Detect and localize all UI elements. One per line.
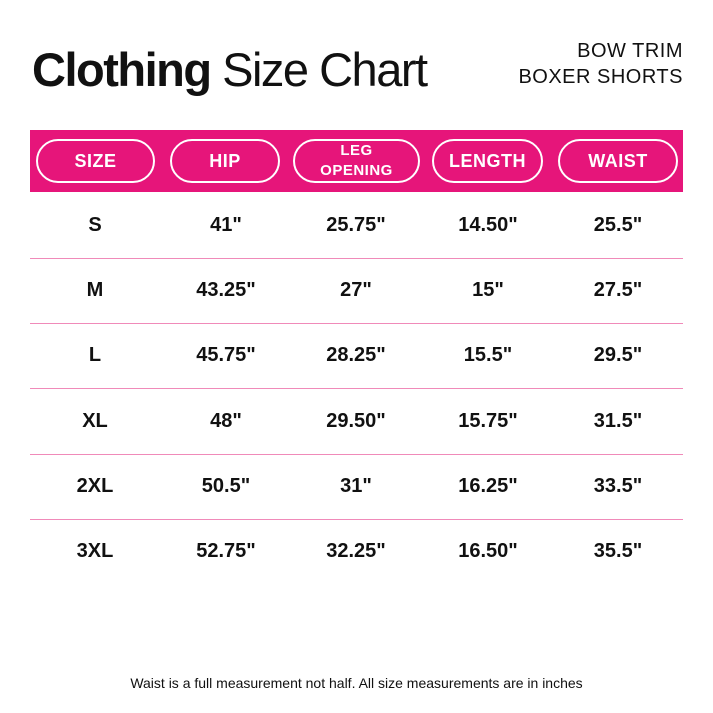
table-cell: XL [82, 410, 108, 432]
title: Clothing Size Chart [32, 40, 428, 100]
column-header: HIP [170, 139, 280, 183]
row-separator [30, 388, 683, 389]
table-cell: S [88, 214, 102, 236]
table-cell: 3XL [76, 540, 114, 562]
table-cell: 29.5" [593, 344, 643, 366]
table-cell: 25.75" [326, 214, 386, 236]
table-cell: 28.25" [326, 344, 386, 366]
table-cell: 41" [210, 214, 242, 236]
table-cell: 2XL [76, 475, 114, 497]
table-cell: L [88, 344, 102, 366]
column-header: LEG OPENING [293, 139, 420, 183]
column-header: SIZE [36, 139, 155, 183]
row-separator [30, 258, 683, 259]
table-cell: 27" [340, 279, 372, 301]
table-cell: 48" [210, 410, 242, 432]
table-cell: 16.25" [458, 475, 518, 497]
table-cell: 35.5" [593, 540, 643, 562]
row-separator [30, 519, 683, 520]
product-line: BOXER SHORTS [518, 66, 683, 88]
table-cell: 31.5" [593, 410, 643, 432]
table-cell: 43.25" [196, 279, 256, 301]
table-cell: 52.75" [196, 540, 256, 562]
column-header: LENGTH [432, 139, 543, 183]
table-cell: 32.25" [326, 540, 386, 562]
row-separator [30, 454, 683, 455]
table-cell: 16.50" [458, 540, 518, 562]
table-cell: 27.5" [593, 279, 643, 301]
footer-note: Waist is a full measurement not half. Al… [130, 675, 583, 691]
table-cell: 15" [472, 279, 504, 301]
column-header: WAIST [558, 139, 678, 183]
table-cell: 29.50" [326, 410, 386, 432]
table-cell: 33.5" [593, 475, 643, 497]
row-separator [30, 323, 683, 324]
table-cell: 15.75" [458, 410, 518, 432]
table-cell: 14.50" [458, 214, 518, 236]
table-cell: 15.5" [463, 344, 513, 366]
header-band: SIZE HIP LEG OPENING LENGTH WAIST [30, 130, 683, 192]
table-cell: 25.5" [593, 214, 643, 236]
table-cell: 50.5" [201, 475, 251, 497]
title-regular: Size Chart [222, 43, 428, 96]
product-line: BOW TRIM [577, 40, 683, 62]
title-bold: Clothing [32, 43, 212, 96]
table-cell: 45.75" [196, 344, 256, 366]
table-cell: 31" [340, 475, 372, 497]
table-cell: M [86, 279, 104, 301]
